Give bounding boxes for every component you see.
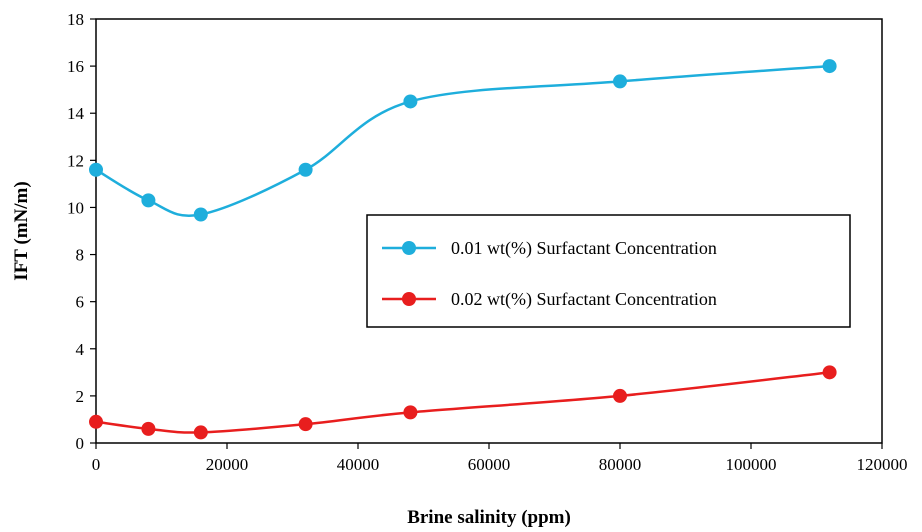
y-tick-label-6: 12 bbox=[67, 151, 84, 170]
y-axis-ticks: 0 2 4 6 8 10 12 14 16 18 bbox=[67, 10, 96, 453]
y-tick-label-5: 10 bbox=[67, 198, 84, 217]
legend-label-2: 0.02 wt(%) Surfactant Concentration bbox=[451, 289, 717, 310]
series-1 bbox=[89, 59, 837, 222]
x-tick-label-1: 20000 bbox=[206, 455, 249, 474]
y-axis-title: IFT (mN/m) bbox=[11, 181, 32, 280]
legend-box bbox=[366, 214, 851, 328]
series-2-point-0 bbox=[89, 414, 103, 429]
x-tick-label-4: 80000 bbox=[599, 455, 642, 474]
series-1-line bbox=[95, 64, 830, 217]
series-1-point-4 bbox=[403, 94, 418, 109]
x-tick-label-6: 120000 bbox=[857, 455, 908, 474]
series-2-point-1 bbox=[141, 421, 156, 436]
y-tick-label-4: 8 bbox=[76, 246, 85, 265]
y-tick-label-9: 18 bbox=[67, 10, 84, 29]
series-2-point-2 bbox=[193, 425, 208, 440]
x-tick-label-0: 0 bbox=[92, 455, 101, 474]
series-2-point-3 bbox=[298, 417, 313, 432]
legend: 0.01 wt(%) Surfactant Concentration 0.02… bbox=[366, 214, 851, 328]
x-axis-ticks: 0 20000 40000 60000 80000 100000 120000 bbox=[92, 443, 908, 474]
series-2-point-4 bbox=[403, 405, 418, 420]
x-tick-label-5: 100000 bbox=[726, 455, 777, 474]
x-tick-label-3: 60000 bbox=[468, 455, 511, 474]
series-1-point-6 bbox=[822, 59, 837, 74]
series-2-point-6 bbox=[822, 365, 837, 380]
series-1-point-1 bbox=[141, 193, 156, 208]
legend-swatch-marker-1 bbox=[402, 241, 416, 255]
series-2 bbox=[89, 365, 837, 440]
legend-swatch-marker-2 bbox=[402, 292, 416, 306]
series-1-point-3 bbox=[298, 162, 313, 177]
x-tick-label-2: 40000 bbox=[337, 455, 380, 474]
series-1-point-5 bbox=[613, 74, 627, 89]
legend-label-1: 0.01 wt(%) Surfactant Concentration bbox=[451, 238, 717, 259]
series-2-point-5 bbox=[613, 388, 627, 403]
y-tick-label-2: 4 bbox=[76, 340, 85, 359]
series-2-line bbox=[95, 371, 830, 434]
x-axis-title: Brine salinity (ppm) bbox=[407, 507, 571, 528]
series-1-point-0 bbox=[89, 162, 103, 177]
y-tick-label-7: 14 bbox=[67, 104, 85, 123]
y-tick-label-1: 2 bbox=[76, 387, 85, 406]
y-tick-label-8: 16 bbox=[67, 57, 84, 76]
series-layer bbox=[89, 59, 837, 440]
series-1-point-2 bbox=[193, 207, 208, 222]
y-tick-label-3: 6 bbox=[76, 293, 85, 312]
y-tick-label-0: 0 bbox=[76, 434, 85, 453]
